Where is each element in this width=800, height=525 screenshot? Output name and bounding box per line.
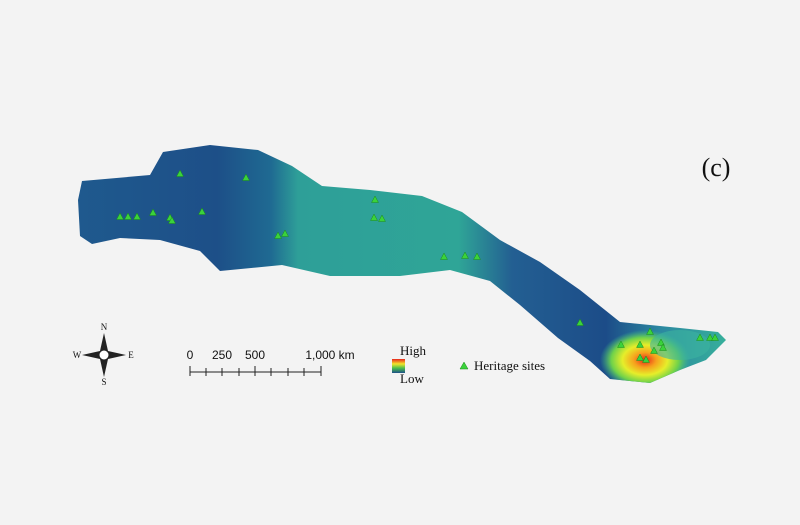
heritage-site <box>281 229 289 237</box>
heritage-site <box>576 318 584 326</box>
scale-label: 1,000 km <box>305 348 354 362</box>
heritage-site <box>370 213 378 221</box>
heritage-site <box>378 214 386 222</box>
heritage-site <box>617 340 625 348</box>
compass-s: S <box>101 377 106 387</box>
heritage-site <box>636 340 644 348</box>
heritage-site <box>274 231 282 239</box>
heritage-site <box>371 195 379 203</box>
heritage-site <box>176 169 184 177</box>
heritage-site <box>116 212 124 220</box>
heritage-site <box>657 338 665 346</box>
compass-e: E <box>128 350 134 360</box>
compass-n: N <box>101 322 108 332</box>
heritage-site <box>198 207 206 215</box>
heritage-site <box>696 333 704 341</box>
heritage-site <box>124 212 132 220</box>
heritage-site <box>461 251 469 259</box>
compass: N S W E <box>73 322 135 387</box>
heritage-site <box>242 173 250 181</box>
heritage-site <box>636 353 644 361</box>
heritage-sites <box>116 169 719 363</box>
scale-label: 500 <box>245 348 265 362</box>
heritage-site <box>659 343 667 351</box>
scale-label: 0 <box>187 348 194 362</box>
scale-label: 250 <box>212 348 232 362</box>
heritage-site <box>133 212 141 220</box>
panel-label: (c) <box>702 153 731 182</box>
legend-sites: Heritage sites <box>474 358 545 373</box>
legend-high: High <box>400 343 427 358</box>
heritage-site <box>711 333 719 341</box>
scale-bar <box>189 366 322 376</box>
heritage-site <box>650 346 658 354</box>
heritage-site <box>168 216 176 224</box>
heritage-site <box>642 355 650 363</box>
heritage-site <box>473 252 481 260</box>
heritage-site <box>706 333 714 341</box>
compass-w: W <box>73 350 82 360</box>
heritage-site <box>440 252 448 260</box>
heritage-site <box>646 327 654 335</box>
heritage-site <box>149 208 157 216</box>
legend: High Low Heritage sites <box>392 343 545 386</box>
scale-labels: 0 250 500 1,000 km <box>187 348 355 362</box>
legend-low: Low <box>400 371 424 386</box>
